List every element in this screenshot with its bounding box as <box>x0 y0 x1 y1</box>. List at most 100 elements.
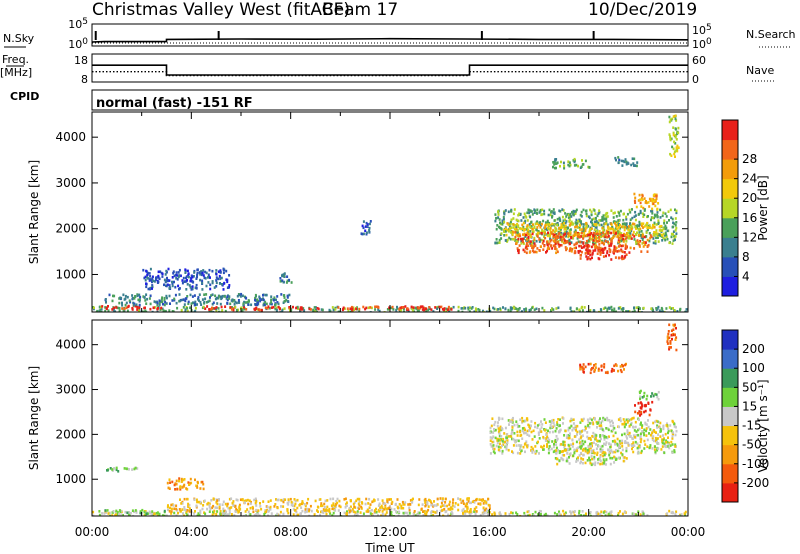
velocity-cell <box>516 423 519 426</box>
velocity-cell <box>558 451 561 455</box>
power-cell <box>632 230 635 234</box>
power-cell <box>554 238 557 242</box>
power-cell <box>622 240 625 243</box>
power-cell <box>662 211 665 215</box>
velocity-cell <box>655 431 657 434</box>
power-cell <box>653 199 656 202</box>
velocity-cell <box>445 510 448 513</box>
power-cell <box>575 223 578 226</box>
velocity-cell <box>599 421 602 425</box>
velocity-cell <box>613 426 616 430</box>
power-cell <box>543 209 546 213</box>
velocity-cell <box>626 437 629 440</box>
velocity-cell <box>634 425 637 429</box>
power-cell <box>598 219 601 222</box>
velocity-cell <box>224 514 227 516</box>
power-cell <box>624 223 627 226</box>
velocity-cell <box>661 445 664 448</box>
power-cell <box>613 211 616 215</box>
velocity-cell <box>360 507 363 510</box>
velocity-colorbar-step-5 <box>722 387 738 407</box>
power-cell <box>546 228 549 231</box>
velocity-cell <box>589 436 592 440</box>
power-cell <box>591 256 593 260</box>
velocity-cell <box>105 511 108 514</box>
power-cell <box>637 242 640 246</box>
power-cell <box>225 278 228 281</box>
power-cell <box>672 221 675 225</box>
power-cell <box>270 302 273 306</box>
power-cell <box>669 135 672 138</box>
power-cell <box>218 282 221 285</box>
power-cell <box>203 300 206 304</box>
velocity-cell <box>639 432 642 436</box>
velocity-cell <box>623 368 625 371</box>
power-cell <box>520 219 523 222</box>
velocity-cell <box>512 416 514 420</box>
velocity-cell <box>582 453 585 457</box>
power-cell <box>643 208 646 211</box>
power-cell <box>669 138 672 142</box>
velocity-cell <box>656 448 659 452</box>
velocity-cell <box>555 452 558 455</box>
velocity-cell <box>493 512 496 516</box>
power-cell <box>161 272 164 276</box>
velocity-cell <box>126 511 129 515</box>
power-cell <box>620 159 623 163</box>
power-colorbar-step-1 <box>722 256 738 277</box>
power-cell <box>116 306 119 310</box>
velocity-cell <box>374 509 377 512</box>
power-cell <box>314 306 317 309</box>
power-cell <box>181 279 184 282</box>
velocity-cell <box>584 449 587 453</box>
power-cell <box>658 225 661 228</box>
power-cell <box>657 221 660 225</box>
power-cell <box>518 232 521 236</box>
power-cell <box>176 306 179 310</box>
power-cell <box>195 287 198 290</box>
velocity-cell <box>601 444 604 448</box>
power-cell <box>582 230 585 234</box>
power-cell <box>362 226 365 230</box>
power-cell <box>537 223 540 227</box>
power-cell <box>642 226 644 229</box>
velocity-cell <box>636 452 639 455</box>
power-cell <box>587 165 590 169</box>
velocity-cell <box>239 507 242 511</box>
velocity-cell <box>506 436 509 439</box>
velocity-cell <box>672 420 675 424</box>
power-cell <box>638 228 641 232</box>
velocity-cell <box>599 450 602 453</box>
velocity-cell <box>621 441 624 445</box>
velocity-cell <box>667 436 669 439</box>
power-cell <box>504 227 507 230</box>
freq-left-tick-high: 18 <box>74 54 88 67</box>
power-cell <box>527 244 530 247</box>
power-cell <box>395 308 398 312</box>
velocity-cell <box>589 371 592 375</box>
velocity-cell <box>607 448 610 451</box>
power-cell <box>247 303 250 306</box>
velocity-cell <box>196 486 199 489</box>
power-cell <box>273 298 275 302</box>
power-cell <box>575 208 578 212</box>
velocity-cell <box>408 506 411 510</box>
power-cell <box>584 209 587 213</box>
power-cell <box>556 250 559 254</box>
velocity-cell <box>500 426 503 430</box>
power-cell <box>662 232 665 236</box>
velocity-cell <box>636 446 639 450</box>
power-cell <box>653 221 656 225</box>
power-cell <box>617 161 620 165</box>
power-cell <box>270 301 273 304</box>
power-cell <box>602 218 605 221</box>
velocity-colorbar-frame <box>721 329 739 503</box>
velocity-cell <box>558 513 561 516</box>
velocity-cell <box>592 366 595 370</box>
power-cell <box>142 295 145 298</box>
power-cell <box>674 117 677 121</box>
velocity-cell <box>255 500 258 503</box>
power-cell <box>567 226 570 230</box>
power-cell <box>398 310 401 312</box>
velocity-cell <box>418 498 421 501</box>
